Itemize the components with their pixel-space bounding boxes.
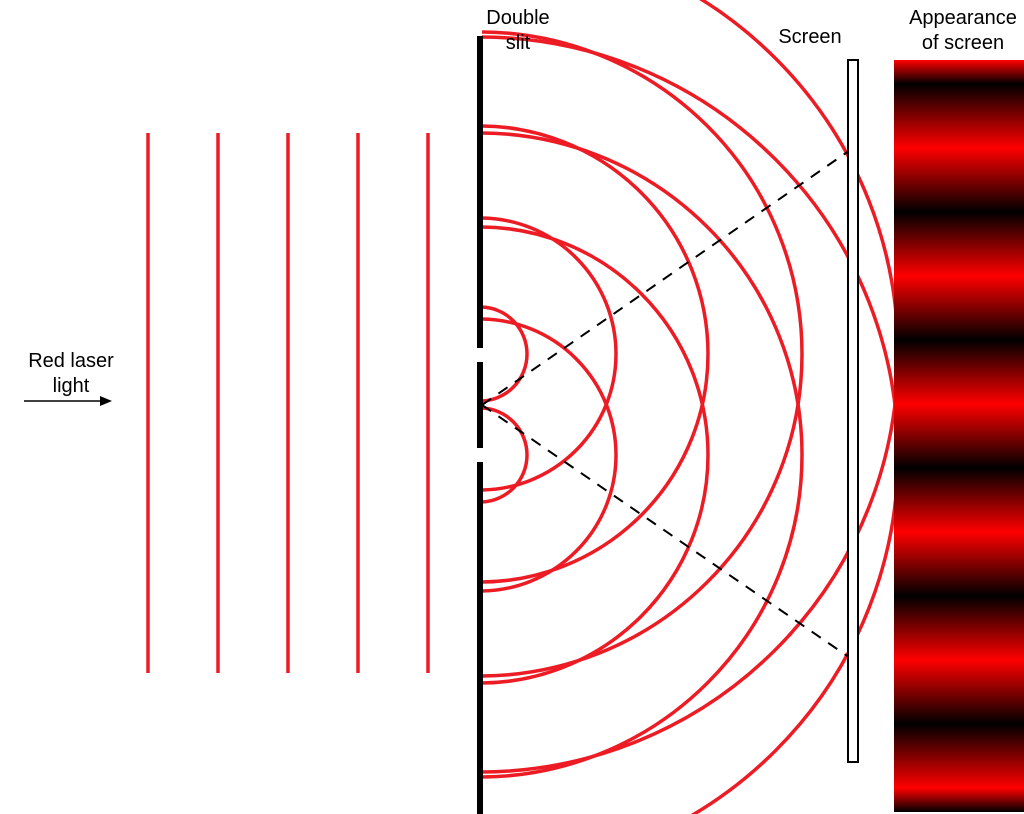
laser-label-line1: Red laser	[28, 350, 114, 372]
double-slit-line2: slit	[506, 32, 530, 54]
screen-label: Screen	[770, 25, 850, 50]
appearance-line1: Appearance	[909, 7, 1017, 29]
order-line-lower	[482, 405, 856, 662]
double-slit-line1: Double	[486, 7, 549, 29]
double-slit-label: Double slit	[478, 6, 558, 56]
appearance-line2: of screen	[922, 32, 1004, 54]
screen-label-text: Screen	[778, 26, 841, 48]
order-line-upper	[482, 146, 856, 405]
plane-waves	[148, 133, 428, 673]
laser-label: Red laser light	[16, 349, 126, 399]
laser-label-line2: light	[53, 375, 90, 397]
interference-pattern	[894, 60, 1024, 812]
detection-screen	[848, 60, 858, 762]
appearance-label: Appearance of screen	[898, 6, 1024, 56]
